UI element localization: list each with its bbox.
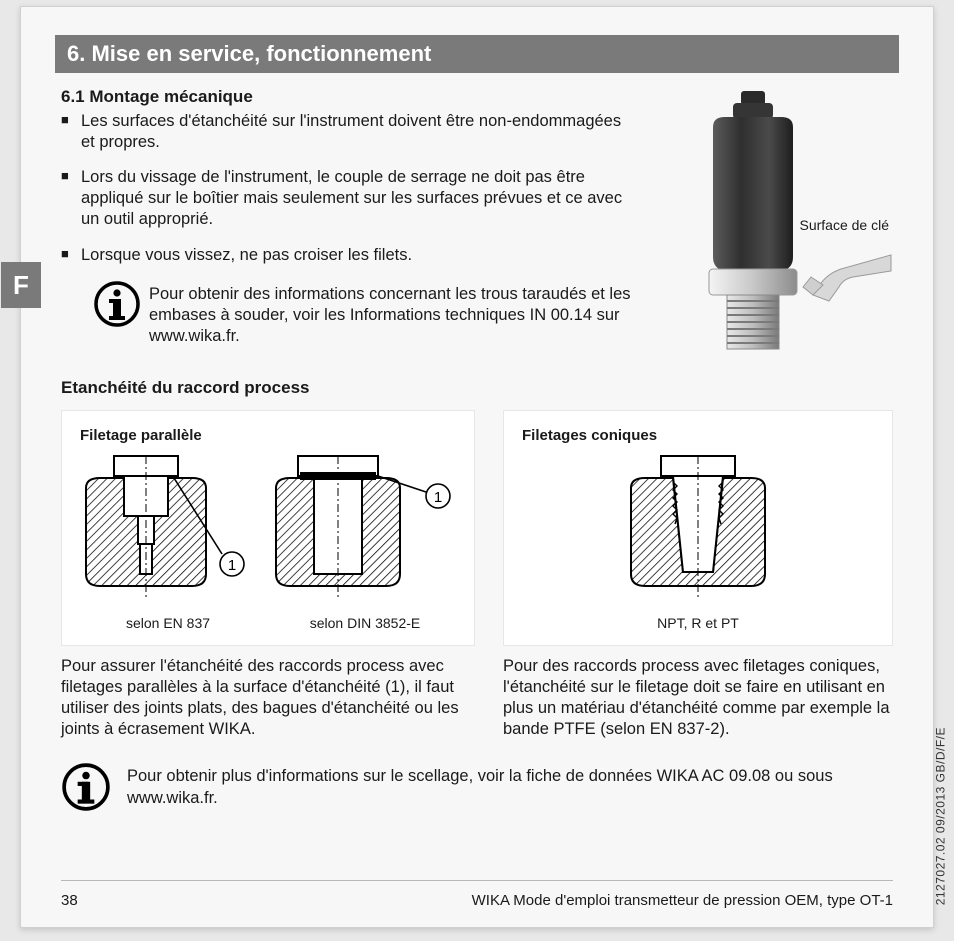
- bullet-item: Lors du vissage de l'instrument, le coup…: [61, 167, 639, 230]
- footer-title: WIKA Mode d'emploi transmetteur de press…: [472, 892, 893, 909]
- info-block-1: Pour obtenir des informations concernant…: [93, 280, 639, 347]
- info-text-2: Pour obtenir plus d'informations sur le …: [127, 762, 893, 808]
- figure-caption-npt: NPT, R et PT: [613, 615, 783, 631]
- document-code-vertical: 2127027.02 09/2013 GB/D/F/E: [933, 727, 947, 905]
- section-heading-bar: 6. Mise en service, fonctionnement: [55, 35, 899, 73]
- text-column: 6.1 Montage mécanique Les surfaces d'éta…: [61, 87, 653, 372]
- subheading-sealing: Etanchéité du raccord process: [61, 378, 893, 398]
- page-number: 38: [61, 892, 78, 909]
- footer-rule: [61, 880, 893, 881]
- panel-parallel-thread: Filetage parallèle: [61, 410, 475, 646]
- thread-panels: Filetage parallèle: [61, 410, 893, 646]
- info-icon: [93, 280, 149, 333]
- wrench-caption: Surface de clé: [800, 217, 890, 233]
- info-text-1: Pour obtenir des informations concernant…: [149, 280, 639, 347]
- para-parallel: Pour assurer l'étanchéité des raccords p…: [61, 656, 475, 740]
- page-footer: 38 WIKA Mode d'emploi transmetteur de pr…: [61, 892, 893, 909]
- product-image-column: Surface de clé: [653, 87, 893, 372]
- info-icon: [61, 762, 127, 817]
- wrench-icon: [803, 255, 891, 301]
- panel-title-right: Filetages coniques: [522, 427, 874, 444]
- language-tab: F: [1, 262, 41, 308]
- info-block-2: Pour obtenir plus d'informations sur le …: [61, 762, 893, 817]
- bullet-item: Les surfaces d'étanchéité sur l'instrume…: [61, 111, 639, 153]
- page: F 6. Mise en service, fonctionnement 6.1…: [20, 6, 934, 928]
- svg-text:1: 1: [228, 557, 236, 574]
- figure-caption-en837: selon EN 837: [80, 615, 256, 631]
- bullet-item: Lorsque vous vissez, ne pas croiser les …: [61, 245, 639, 266]
- para-tapered: Pour des raccords process avec filetages…: [503, 656, 893, 740]
- figure-din3852e: 1 selon DIN 3852-E: [270, 454, 460, 631]
- bullet-list: Les surfaces d'étanchéité sur l'instrume…: [61, 111, 639, 266]
- figure-npt: NPT, R et PT: [613, 454, 783, 631]
- figure-caption-din3852e: selon DIN 3852-E: [270, 615, 460, 631]
- panel-paragraphs: Pour assurer l'étanchéité des raccords p…: [61, 656, 893, 740]
- panel-tapered-thread: Filetages coniques NPT, R et PT: [503, 410, 893, 646]
- subheading-6-1: 6.1 Montage mécanique: [61, 87, 639, 107]
- panel-title-left: Filetage parallèle: [80, 427, 456, 444]
- content-row: 6.1 Montage mécanique Les surfaces d'éta…: [61, 87, 893, 372]
- figure-en837: 1 selon EN 837: [80, 454, 256, 631]
- svg-text:1: 1: [434, 489, 442, 506]
